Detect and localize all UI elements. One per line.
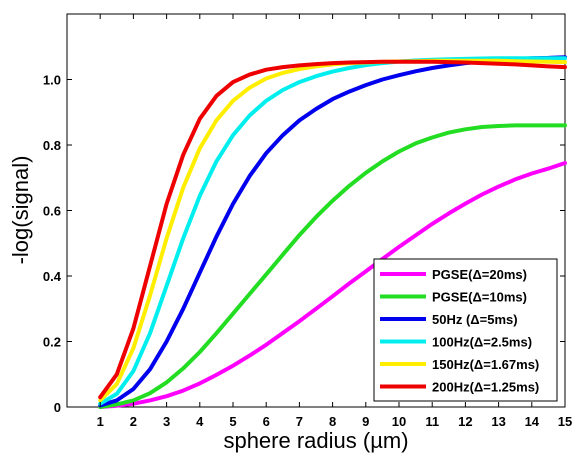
y-tick-label: 0.4 <box>43 269 62 284</box>
x-tick-label: 12 <box>458 414 472 429</box>
x-tick-label: 3 <box>163 414 170 429</box>
series-line-3 <box>98 56 567 406</box>
y-tick-label: 0.6 <box>43 204 61 219</box>
x-tick-label: 15 <box>558 414 572 429</box>
legend-label: 100Hz(Δ=2.5ms) <box>432 335 532 350</box>
x-tick-label: 13 <box>491 414 505 429</box>
series-line-1 <box>98 123 567 409</box>
legend: PGSE(Δ=20ms) PGSE(Δ=10ms) 50Hz (Δ=5ms) 100H… <box>373 258 558 402</box>
series-line-5 <box>98 59 567 400</box>
x-tick-label: 14 <box>525 414 540 429</box>
y-tick-label: 1.0 <box>43 73 61 88</box>
x-tick-label: 11 <box>425 414 439 429</box>
x-tick-label: 6 <box>263 414 270 429</box>
y-axis-label: -log(signal) <box>8 156 33 265</box>
y-tick-label: 0.2 <box>43 335 61 350</box>
legend-label: PGSE(Δ=20ms) <box>432 267 527 282</box>
x-tick-label: 4 <box>196 414 204 429</box>
y-tick-label: 0.8 <box>43 138 61 153</box>
x-tick-label: 2 <box>130 414 137 429</box>
x-tick-label: 10 <box>392 414 406 429</box>
y-tick-label: 0 <box>54 400 61 415</box>
x-tick-label: 7 <box>296 414 303 429</box>
x-tick-label: 5 <box>229 414 236 429</box>
series-group <box>98 55 567 409</box>
legend-label: 50Hz (Δ=5ms) <box>432 312 518 327</box>
legend-box <box>373 258 558 402</box>
x-tick-label: 1 <box>97 414 104 429</box>
legend-label: PGSE(Δ=10ms) <box>432 290 527 305</box>
x-axis-label: sphere radius (µm) <box>223 428 408 453</box>
x-tick-label: 9 <box>362 414 369 429</box>
legend-label: 150Hz(Δ=1.67ms) <box>432 357 539 372</box>
legend-label: 200Hz(Δ=1.25ms) <box>432 380 539 395</box>
series-line-0 <box>98 161 567 409</box>
x-tick-label: 8 <box>329 414 336 429</box>
